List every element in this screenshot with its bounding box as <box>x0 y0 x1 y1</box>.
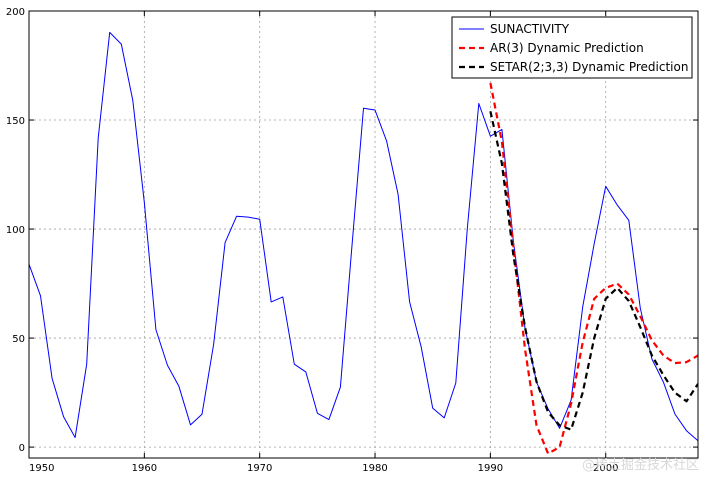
x-tick-label: 1970 <box>247 463 272 474</box>
watermark: @稀土掘金技术社区 <box>581 458 699 473</box>
y-tick-label: 150 <box>6 116 25 127</box>
x-tick-label: 1960 <box>132 463 157 474</box>
series-line-0 <box>29 31 698 442</box>
plot-frame <box>28 10 699 459</box>
x-tick-label: 1990 <box>478 463 503 474</box>
y-tick-label: 100 <box>6 225 25 236</box>
plot-background <box>29 11 698 458</box>
x-tick-label: 1980 <box>362 463 387 474</box>
x-tick-label: 1950 <box>29 463 54 474</box>
axis-ticks: 1950 1960 1970 1980 1990 2000 0 50 100 150 200 <box>6 7 698 474</box>
series-line-2 <box>489 111 698 431</box>
series-line-1 <box>489 82 698 455</box>
legend-label: SETAR(2;3,3) Dynamic Prediction <box>490 60 688 74</box>
legend-label: AR(3) Dynamic Prediction <box>490 41 644 55</box>
legend-label: SUNACTIVITY <box>490 22 570 36</box>
y-tick-label: 50 <box>12 334 25 345</box>
series-layer <box>29 31 698 455</box>
y-tick-label: 200 <box>6 7 25 18</box>
y-tick-label: 0 <box>19 443 25 454</box>
x-tick-label: 2000 <box>593 463 618 474</box>
legend-box <box>451 16 693 79</box>
legend: SUNACTIVITY AR(3) Dynamic Prediction SETAR… <box>451 16 693 79</box>
